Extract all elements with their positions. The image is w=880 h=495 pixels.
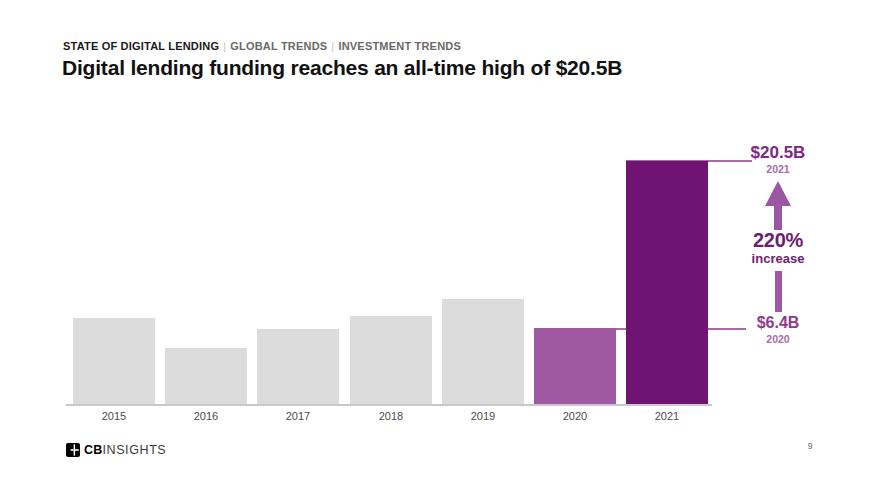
bar-2020 <box>534 328 616 404</box>
x-tick-label-2021: 2021 <box>626 410 708 422</box>
x-tick-label-2018: 2018 <box>350 410 432 422</box>
page-number: 9 <box>800 441 820 451</box>
x-tick-label-2017: 2017 <box>257 410 339 422</box>
value-label-2021: $20.5B <box>718 143 838 163</box>
up-arrow-icon <box>765 181 791 206</box>
up-arrow-stem-lower <box>775 271 782 312</box>
cbinsights-logo: CBINSIGHTS <box>66 443 166 457</box>
bar-2015 <box>73 318 155 404</box>
x-tick-label-2016: 2016 <box>165 410 247 422</box>
up-arrow-stem-upper <box>774 205 782 230</box>
bar-2018 <box>350 316 432 404</box>
cbinsights-logo-text-bold: CB <box>84 443 102 457</box>
value-label-2020: $6.4B <box>718 314 838 332</box>
x-tick-label-2015: 2015 <box>73 410 155 422</box>
cbinsights-logo-text-light: INSIGHTS <box>102 443 166 457</box>
year-label-2020: 2020 <box>718 333 838 345</box>
x-tick-label-2019: 2019 <box>442 410 524 422</box>
bar-2017 <box>257 329 339 404</box>
bar-2019 <box>442 299 524 404</box>
bar-2021 <box>626 161 708 404</box>
cbinsights-logo-icon <box>66 443 80 457</box>
x-tick-label-2020: 2020 <box>534 410 616 422</box>
percent-increase-value: 220% <box>718 229 838 252</box>
year-label-2021: 2021 <box>718 163 838 175</box>
x-axis-line <box>66 404 712 406</box>
percent-increase-word: increase <box>718 251 838 266</box>
bar-2016 <box>165 348 247 404</box>
